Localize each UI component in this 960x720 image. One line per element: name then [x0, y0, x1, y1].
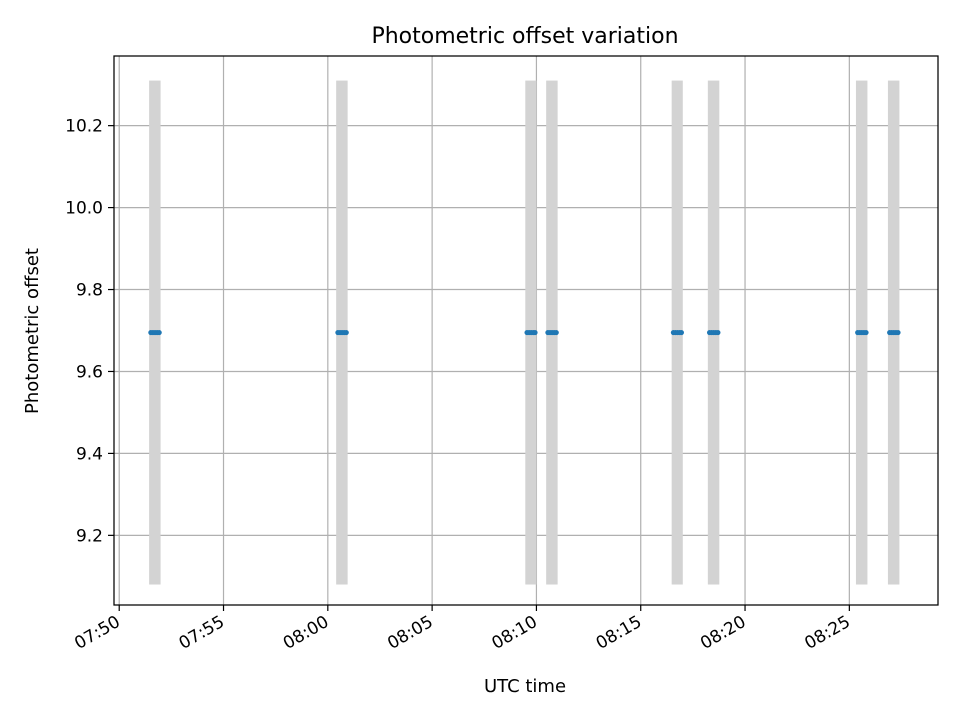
- y-tick-label: 9.6: [76, 362, 103, 382]
- data-point: [156, 329, 162, 336]
- data-point: [678, 329, 685, 336]
- data-point: [532, 329, 538, 336]
- data-points: [148, 329, 901, 336]
- x-axis-label: UTC time: [484, 676, 566, 697]
- data-point: [895, 329, 901, 336]
- y-tick-label: 10.0: [65, 199, 103, 219]
- y-axis-label: Photometric offset: [22, 248, 43, 414]
- y-axis: 9.2 9.4 9.6 9.8 10.0 10.2: [65, 117, 114, 546]
- plot-area: [113, 55, 939, 606]
- data-point: [553, 329, 559, 336]
- y-tick-label: 9.8: [76, 281, 103, 301]
- y-tick-label: 9.2: [76, 526, 103, 546]
- data-point: [715, 329, 721, 336]
- y-tick-label: 9.4: [76, 444, 103, 464]
- chart-title: Photometric offset variation: [371, 24, 678, 49]
- plot-frame: [113, 55, 939, 606]
- y-tick-label: 10.2: [65, 117, 103, 137]
- data-point: [863, 329, 869, 336]
- data-point: [343, 329, 349, 336]
